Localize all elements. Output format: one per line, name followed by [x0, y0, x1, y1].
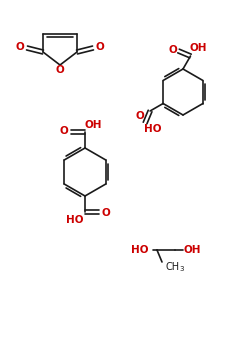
Text: O: O — [56, 65, 64, 75]
Text: HO: HO — [66, 215, 84, 225]
Text: O: O — [16, 42, 24, 52]
Text: OH: OH — [190, 43, 207, 53]
Text: O: O — [168, 45, 177, 55]
Text: HO: HO — [131, 245, 149, 255]
Text: HO: HO — [144, 124, 162, 134]
Text: O: O — [60, 126, 68, 136]
Text: OH: OH — [183, 245, 201, 255]
Text: CH: CH — [165, 262, 179, 272]
Text: O: O — [96, 42, 104, 52]
Text: O: O — [136, 111, 144, 121]
Text: OH: OH — [84, 120, 102, 130]
Text: O: O — [102, 208, 110, 218]
Text: 3: 3 — [179, 266, 184, 272]
